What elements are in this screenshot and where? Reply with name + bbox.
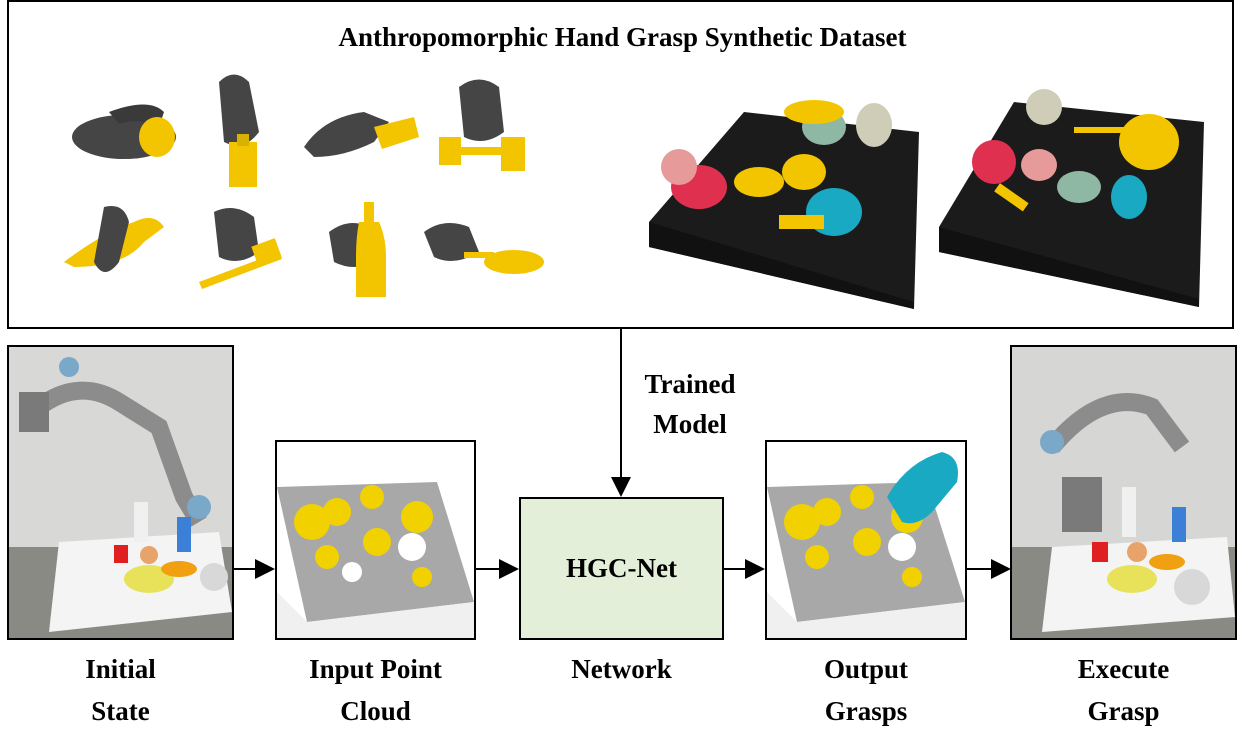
caption-line: Grasps: [824, 696, 908, 726]
caption-input-point-cloud: Input Point Cloud: [255, 648, 496, 732]
point-cloud-illustration: [277, 482, 474, 638]
multi-hand-scene-1: [649, 100, 919, 309]
caption-initial-state: Initial State: [7, 648, 234, 732]
network-box: HGC-Net: [519, 497, 724, 640]
multi-hand-scene-2: [939, 89, 1204, 307]
caption-execute-grasp: Execute Grasp: [1010, 648, 1237, 732]
grasp-example-box: [304, 112, 419, 157]
robot-scene-illustration: [9, 347, 232, 638]
caption-output-grasps: Output Grasps: [765, 648, 967, 732]
trained-model-line-2: Model: [653, 409, 727, 439]
trained-model-label: Trained Model: [600, 364, 780, 444]
execute-grasp-photo: [1010, 345, 1237, 640]
caption-line: State: [91, 696, 150, 726]
caption-line: Initial: [85, 654, 156, 684]
grasp-example-cup: [219, 74, 259, 187]
cyan-hand-icon: [887, 452, 958, 524]
dataset-panel: Anthropomorphic Hand Grasp Synthetic Dat…: [7, 0, 1234, 329]
grasp-example-bird: [64, 206, 164, 272]
output-grasps-illustration: [767, 452, 965, 638]
network-name: HGC-Net: [566, 553, 677, 583]
caption-line: Grasp: [1087, 696, 1160, 726]
input-point-cloud-panel: [275, 440, 476, 640]
caption-line: Input Point: [309, 654, 442, 684]
caption-network: Network: [519, 648, 724, 690]
initial-state-photo: [7, 345, 234, 640]
grasp-example-spatula: [424, 223, 544, 274]
caption-line: Cloud: [340, 696, 411, 726]
caption-line: Execute: [1077, 654, 1170, 684]
grasp-example-ball: [72, 104, 176, 159]
trained-model-line-1: Trained: [644, 369, 736, 399]
output-grasps-panel: [765, 440, 967, 640]
caption-line: Output: [823, 654, 909, 684]
robot-execute-illustration: [1012, 347, 1235, 638]
grasp-examples-grid: [64, 74, 544, 297]
caption-line: Network: [571, 654, 672, 684]
dataset-title: Anthropomorphic Hand Grasp Synthetic Dat…: [338, 22, 907, 52]
grasp-example-bottle: [329, 202, 386, 297]
grasp-example-dumbbell: [439, 79, 525, 171]
grasp-example-hammer: [199, 208, 282, 289]
